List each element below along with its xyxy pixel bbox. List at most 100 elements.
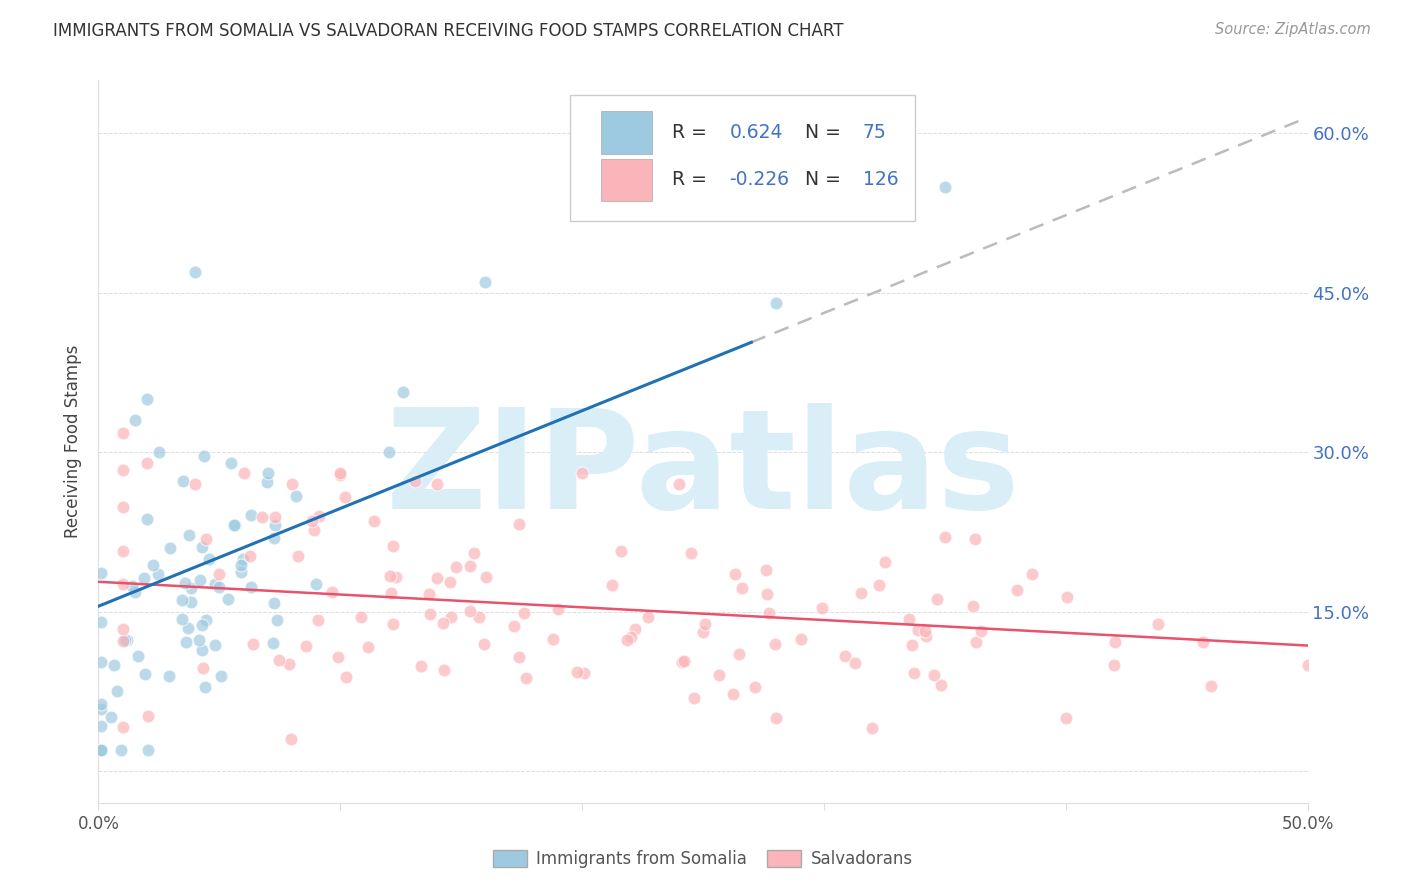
Point: [763, 637, 786, 651]
Point: [111, 634, 134, 648]
Point: [541, 632, 564, 646]
Point: [188, 573, 211, 587]
Point: [380, 586, 402, 600]
Point: [208, 567, 231, 582]
Point: [105, 684, 128, 698]
Point: [475, 570, 498, 584]
Point: [472, 637, 495, 651]
Point: [707, 668, 730, 682]
Point: [922, 668, 945, 682]
Point: [121, 579, 143, 593]
Point: [433, 663, 456, 677]
Point: [111, 721, 134, 735]
Text: R =: R =: [672, 123, 706, 142]
Point: [1102, 657, 1125, 672]
Point: [207, 580, 229, 594]
Point: [172, 612, 194, 626]
Point: [765, 711, 787, 725]
Text: Source: ZipAtlas.com: Source: ZipAtlas.com: [1215, 22, 1371, 37]
Point: [90, 615, 112, 629]
Point: [180, 582, 202, 596]
Point: [280, 732, 302, 747]
Point: [574, 666, 596, 681]
Point: [860, 722, 883, 736]
Text: 0.624: 0.624: [730, 123, 783, 142]
Point: [440, 609, 463, 624]
Text: 75: 75: [863, 123, 886, 142]
Point: [159, 541, 181, 555]
Point: [111, 623, 134, 637]
Point: [278, 657, 301, 671]
Point: [624, 623, 647, 637]
Point: [262, 636, 284, 650]
Point: [328, 650, 350, 665]
Point: [264, 509, 287, 524]
Point: [915, 629, 938, 643]
Point: [463, 546, 485, 560]
Point: [194, 681, 217, 695]
Point: [287, 549, 309, 564]
Point: [90, 566, 112, 580]
Point: [765, 296, 787, 310]
Point: [224, 517, 246, 532]
Point: [875, 554, 897, 568]
Point: [240, 508, 263, 522]
Point: [173, 576, 195, 591]
Point: [901, 638, 924, 652]
Text: 126: 126: [863, 170, 898, 189]
Point: [256, 475, 278, 489]
Point: [157, 669, 180, 683]
Point: [724, 567, 747, 582]
Point: [914, 624, 936, 639]
Point: [731, 581, 754, 595]
Point: [728, 647, 751, 661]
Point: [692, 624, 714, 639]
Point: [132, 571, 155, 585]
Point: [329, 468, 352, 483]
Point: [1054, 711, 1077, 725]
Point: [142, 558, 165, 573]
Point: [695, 616, 717, 631]
Point: [250, 510, 273, 524]
Point: [111, 426, 134, 441]
Point: [392, 384, 415, 399]
Point: [515, 672, 537, 686]
Point: [172, 475, 194, 489]
Point: [124, 413, 146, 427]
Text: ZIPatlas: ZIPatlas: [385, 403, 1021, 538]
Point: [600, 578, 623, 592]
Point: [963, 532, 986, 546]
Point: [682, 690, 704, 705]
Point: [934, 530, 956, 544]
Point: [350, 610, 373, 624]
Point: [194, 533, 217, 547]
Point: [135, 512, 157, 526]
Text: -0.226: -0.226: [730, 170, 790, 189]
Text: R =: R =: [672, 170, 706, 189]
Point: [418, 587, 440, 601]
Point: [502, 619, 524, 633]
Point: [90, 656, 112, 670]
Point: [1104, 635, 1126, 649]
FancyBboxPatch shape: [569, 95, 915, 221]
Point: [136, 709, 159, 723]
Point: [184, 477, 207, 491]
Point: [446, 559, 468, 574]
Point: [267, 653, 290, 667]
Point: [673, 654, 696, 668]
Point: [90, 697, 112, 711]
Point: [668, 477, 690, 491]
Point: [231, 565, 253, 579]
Y-axis label: Receiving Food Stamps: Receiving Food Stamps: [65, 345, 83, 538]
Point: [100, 710, 122, 724]
Point: [294, 639, 316, 653]
Point: [90, 719, 112, 733]
Point: [256, 467, 278, 481]
Point: [616, 633, 638, 648]
Point: [571, 467, 593, 481]
Point: [281, 477, 304, 491]
Point: [224, 518, 246, 533]
Point: [111, 500, 134, 514]
Point: [134, 667, 156, 681]
Point: [468, 610, 491, 624]
